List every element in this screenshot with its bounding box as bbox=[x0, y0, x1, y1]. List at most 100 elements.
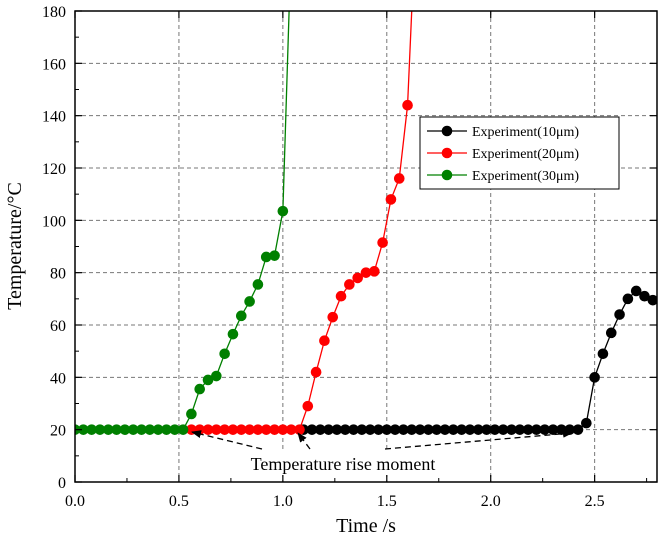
data-point bbox=[94, 424, 106, 435]
data-point bbox=[119, 424, 131, 435]
data-point bbox=[356, 424, 368, 435]
grid bbox=[75, 11, 657, 482]
data-point bbox=[456, 424, 467, 435]
data-point bbox=[202, 424, 214, 435]
data-point bbox=[78, 424, 89, 435]
data-point bbox=[381, 424, 393, 435]
data-point bbox=[323, 424, 334, 435]
data-point bbox=[481, 424, 492, 435]
x-tick-label: 1.5 bbox=[377, 493, 397, 510]
y-tick-label: 120 bbox=[42, 161, 66, 178]
data-point bbox=[227, 328, 239, 340]
data-point bbox=[630, 285, 642, 297]
x-axis-title: Time /s bbox=[336, 515, 396, 537]
data-point bbox=[389, 424, 401, 435]
data-point bbox=[260, 424, 272, 435]
data-point bbox=[497, 424, 509, 435]
y-tick-label: 160 bbox=[42, 56, 66, 73]
x-tick-label: 1.0 bbox=[273, 493, 293, 510]
data-point bbox=[352, 272, 363, 284]
data-point bbox=[269, 424, 280, 435]
data-point bbox=[464, 424, 476, 435]
y-tick-label: 0 bbox=[58, 475, 66, 492]
data-point bbox=[235, 424, 247, 435]
data-point bbox=[136, 424, 147, 435]
data-point bbox=[177, 424, 189, 435]
data-point bbox=[514, 424, 526, 435]
data-point bbox=[260, 251, 272, 263]
legend-label: Experiment(10μm) bbox=[472, 125, 579, 140]
data-point bbox=[252, 424, 264, 435]
data-point bbox=[360, 267, 372, 278]
data-point bbox=[647, 294, 657, 306]
annotation: Temperature rise moment bbox=[191, 429, 573, 475]
annotation-arrow-1 bbox=[191, 430, 263, 450]
data-point bbox=[406, 424, 418, 435]
data-point bbox=[244, 296, 255, 307]
data-point bbox=[310, 366, 322, 378]
y-tick-label: 180 bbox=[42, 4, 66, 21]
data-point bbox=[127, 424, 139, 435]
annotation-label: Temperature rise moment bbox=[251, 454, 436, 474]
y-tick-label: 40 bbox=[50, 370, 66, 387]
series-1 bbox=[298, 285, 657, 435]
data-point bbox=[161, 424, 172, 435]
legend-marker bbox=[441, 125, 453, 137]
legend: Experiment(10μm) Experiment(20μm) Experime… bbox=[419, 116, 620, 190]
x-tick-label: 2.0 bbox=[481, 493, 501, 510]
data-point bbox=[169, 424, 181, 435]
data-point bbox=[439, 424, 451, 435]
data-point bbox=[531, 424, 542, 435]
data-point bbox=[302, 400, 314, 412]
data-point bbox=[489, 424, 501, 435]
series-3 bbox=[75, 11, 290, 435]
legend-label: Experiment(30μm) bbox=[472, 169, 579, 184]
series-line bbox=[303, 290, 657, 431]
y-tick-label: 60 bbox=[50, 318, 66, 335]
series-layer bbox=[75, 11, 657, 435]
data-point bbox=[589, 372, 600, 383]
series-2 bbox=[186, 11, 413, 435]
data-point bbox=[219, 424, 230, 435]
data-point bbox=[364, 424, 376, 435]
data-point bbox=[111, 424, 122, 435]
data-point bbox=[314, 424, 326, 435]
data-point bbox=[339, 424, 351, 435]
data-point bbox=[605, 327, 617, 339]
data-point bbox=[252, 279, 264, 290]
data-point bbox=[369, 266, 380, 277]
data-point bbox=[277, 205, 289, 217]
data-point bbox=[472, 424, 484, 435]
data-point bbox=[331, 424, 343, 435]
data-point bbox=[414, 424, 426, 435]
data-point bbox=[572, 424, 584, 435]
data-point bbox=[539, 424, 551, 435]
y-tick-label: 140 bbox=[42, 109, 66, 126]
data-point bbox=[398, 424, 409, 435]
data-point bbox=[506, 424, 517, 435]
annotation-arrow-2 bbox=[297, 432, 311, 450]
data-point bbox=[431, 424, 442, 435]
y-tick-label: 100 bbox=[42, 213, 66, 230]
data-point bbox=[335, 290, 347, 302]
y-tick-label: 80 bbox=[50, 266, 66, 283]
data-point bbox=[306, 424, 318, 435]
data-point bbox=[448, 424, 459, 435]
data-point bbox=[393, 173, 405, 184]
data-point bbox=[144, 424, 156, 435]
data-point bbox=[194, 383, 206, 395]
data-point bbox=[211, 370, 222, 382]
data-point bbox=[547, 424, 559, 435]
y-axis-title: Temperature/°C bbox=[4, 182, 26, 310]
data-point bbox=[202, 374, 214, 386]
data-point bbox=[152, 424, 164, 435]
data-point bbox=[86, 424, 97, 435]
data-point bbox=[622, 293, 634, 305]
data-point bbox=[186, 408, 197, 420]
ticks: 0.0 0.5 1.0 1.5 2.0 2.5 0 20 40 60 80 100 120 140 160 1… bbox=[42, 4, 657, 510]
data-point bbox=[227, 424, 239, 435]
data-point bbox=[244, 424, 255, 435]
legend-marker bbox=[441, 169, 453, 181]
x-tick-label: 0.0 bbox=[65, 493, 85, 510]
